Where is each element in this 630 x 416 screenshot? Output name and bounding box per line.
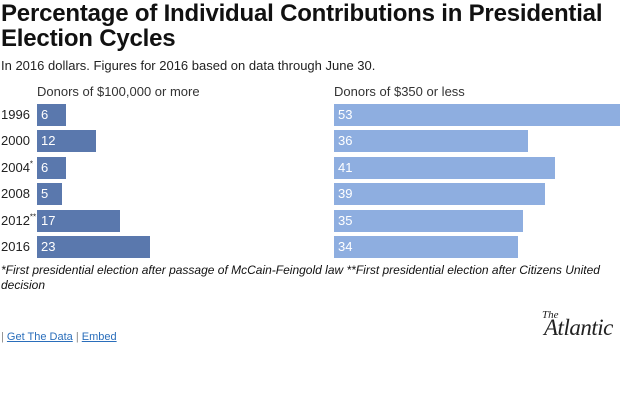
year-label: 2000 <box>1 133 30 148</box>
year-label: 2016 <box>1 239 30 254</box>
bar-value-label: 5 <box>41 186 49 201</box>
bar-value-label: 6 <box>41 160 49 175</box>
bar-small-donors <box>334 236 518 258</box>
bar-large-donors <box>37 157 66 179</box>
panel-label-small-donors: Donors of $350 or less <box>334 84 465 99</box>
year-label: 2012** <box>1 212 37 228</box>
bar-value-label: 23 <box>41 239 56 254</box>
bar-large-donors <box>37 210 120 232</box>
bar-small-donors <box>334 183 545 205</box>
bar-small-donors <box>334 104 620 126</box>
link-separator: | <box>75 331 79 343</box>
bar-value-label: 34 <box>338 239 353 254</box>
year-label: 1996 <box>1 107 30 122</box>
get-the-data-link[interactable]: Get The Data <box>6 331 73 343</box>
bar-value-label: 41 <box>338 160 353 175</box>
bar-value-label: 35 <box>338 213 353 228</box>
bar-value-label: 6 <box>41 107 49 122</box>
bar-small-donors <box>334 210 523 232</box>
the-atlantic-logo: The Atlantic <box>540 305 626 345</box>
bar-large-donors <box>37 130 96 152</box>
year-footnote-mark: * <box>29 159 34 169</box>
chart-subtitle: In 2016 dollars. Figures for 2016 based … <box>1 58 376 73</box>
bar-large-donors <box>37 183 62 205</box>
bar-value-label: 36 <box>338 133 353 148</box>
bar-large-donors <box>37 104 66 126</box>
link-separator: | <box>1 331 4 343</box>
year-footnote-mark: ** <box>29 212 37 222</box>
bar-large-donors <box>37 236 150 258</box>
embed-link[interactable]: Embed <box>81 331 117 343</box>
logo-atlantic: Atlantic <box>544 315 613 340</box>
bar-value-label: 12 <box>41 133 56 148</box>
bar-small-donors <box>334 157 555 179</box>
bar-value-label: 39 <box>338 186 353 201</box>
year-label: 2004* <box>1 159 34 175</box>
bar-small-donors <box>334 130 528 152</box>
footer-links: | Get The Data | Embed <box>1 331 117 343</box>
logo-the: The <box>542 309 559 321</box>
chart-title: Percentage of Individual Contributions i… <box>1 0 603 52</box>
footnote: *First presidential election after passa… <box>1 263 600 292</box>
bar-value-label: 53 <box>338 107 353 122</box>
year-label: 2008 <box>1 186 30 201</box>
panel-label-large-donors: Donors of $100,000 or more <box>37 84 200 99</box>
bar-value-label: 17 <box>41 213 56 228</box>
